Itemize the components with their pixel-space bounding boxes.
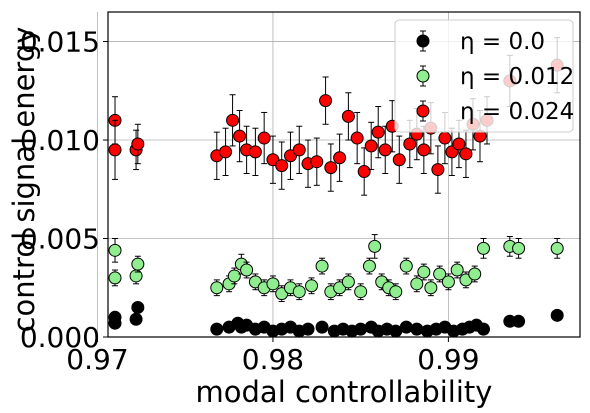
data-point <box>459 147 473 161</box>
legend-marker <box>416 104 430 118</box>
data-point <box>410 322 424 336</box>
data-point <box>476 322 490 336</box>
legend-label: η = 0.012 <box>460 64 574 90</box>
data-point <box>371 125 385 139</box>
data-point <box>129 312 143 326</box>
data-point <box>431 163 445 177</box>
x-tick-label: 0.98 <box>242 343 304 376</box>
x-tick-label: 0.99 <box>417 343 479 376</box>
legend-label: η = 0.0 <box>460 29 545 55</box>
data-point <box>108 143 122 157</box>
legend-box <box>394 19 574 133</box>
data-point <box>266 277 280 291</box>
data-point <box>131 137 145 151</box>
data-point <box>438 131 452 145</box>
data-point <box>468 267 482 281</box>
series-1 <box>108 234 564 303</box>
data-point <box>341 109 355 123</box>
data-point <box>450 263 464 277</box>
y-axis-label: control signal energy <box>7 27 41 333</box>
data-point <box>108 316 122 330</box>
data-point <box>305 279 319 293</box>
y-tick-label: 0.005 <box>20 223 100 256</box>
data-point <box>417 143 431 157</box>
data-point <box>399 259 413 273</box>
plot-frame <box>107 11 581 338</box>
y-tick-label: 0.000 <box>20 321 100 354</box>
data-point <box>512 314 526 328</box>
data-point <box>275 159 289 173</box>
data-point <box>315 320 329 334</box>
x-tick-label: 0.97 <box>66 343 128 376</box>
y-tick-label: 0.015 <box>20 26 100 59</box>
data-point <box>403 137 417 151</box>
data-point <box>108 243 122 257</box>
x-axis-label: modal controllability <box>196 375 493 409</box>
data-point <box>357 165 371 179</box>
data-point <box>292 143 306 157</box>
data-point <box>210 281 224 295</box>
data-points <box>108 37 564 338</box>
axis-ticks: 0.97 0.98 0.99 0.000 0.005 0.010 0.015 <box>20 26 480 376</box>
data-point <box>257 131 271 145</box>
data-point <box>341 275 355 289</box>
data-point <box>210 322 224 336</box>
data-point <box>399 320 413 334</box>
data-point <box>350 131 364 145</box>
data-point <box>550 308 564 322</box>
legend: η = 0.0 η = 0.012 η = 0.024 <box>394 19 574 133</box>
data-point <box>131 300 145 314</box>
data-point <box>292 285 306 299</box>
data-point <box>389 285 403 299</box>
data-point <box>354 322 368 336</box>
data-point <box>219 145 233 159</box>
data-point <box>315 259 329 273</box>
data-point <box>248 145 262 159</box>
data-point <box>131 257 145 271</box>
data-point <box>233 129 247 143</box>
data-point <box>550 241 564 255</box>
data-point <box>362 259 376 273</box>
data-point <box>354 285 368 299</box>
data-point <box>410 277 424 291</box>
data-point <box>324 161 338 175</box>
data-point <box>364 139 378 153</box>
data-point <box>368 239 382 253</box>
data-point <box>226 113 240 127</box>
data-point <box>424 281 438 295</box>
data-point <box>108 271 122 285</box>
y-tick-label: 0.010 <box>20 124 100 157</box>
data-point <box>441 275 455 289</box>
data-point <box>310 155 324 169</box>
series-0 <box>108 300 564 338</box>
data-point <box>392 153 406 167</box>
data-point <box>333 151 347 165</box>
data-point <box>378 143 392 157</box>
data-point <box>227 269 241 283</box>
data-point <box>476 241 490 255</box>
data-point <box>240 263 254 277</box>
data-point <box>512 241 526 255</box>
legend-marker <box>416 69 430 83</box>
data-point <box>452 137 466 151</box>
legend-marker <box>416 34 430 48</box>
data-point <box>301 322 315 336</box>
data-point <box>319 94 333 108</box>
data-point <box>417 265 431 279</box>
legend-label: η = 0.024 <box>460 99 574 125</box>
